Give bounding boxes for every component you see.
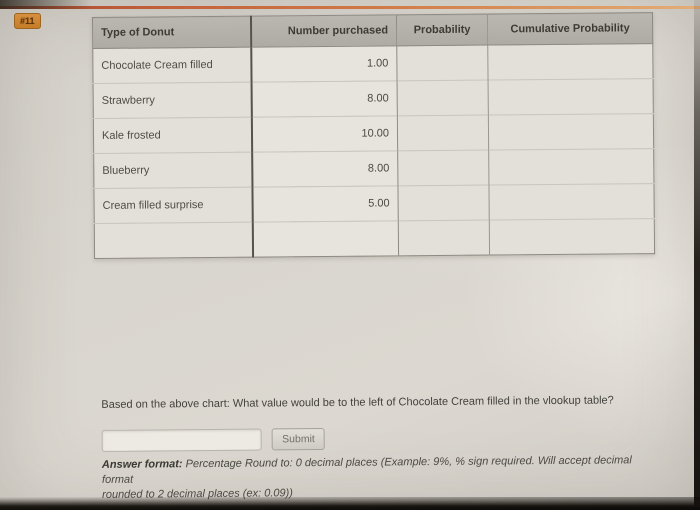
cell-number: 5.00: [251, 185, 399, 223]
photo-edge-right: [694, 0, 700, 510]
cell-number: 1.00: [250, 45, 398, 83]
cell-cumulative: [488, 78, 654, 116]
cell-cumulative: [488, 148, 654, 186]
cell-probability: [397, 185, 490, 221]
answer-row: Submit: [101, 427, 325, 452]
photo-shadow-topleft: [0, 0, 92, 9]
cell-type: Kale frosted: [93, 117, 252, 154]
table-row: Chocolate Cream filled 1.00: [92, 43, 654, 84]
cell-number: 10.00: [251, 115, 398, 153]
cell-probability: [397, 115, 489, 151]
answer-input[interactable]: [101, 428, 262, 452]
cell-type: Strawberry: [93, 82, 252, 119]
cell-probability: [397, 80, 489, 116]
cell-type: Blueberry: [93, 152, 252, 189]
question-text: Based on the above chart: What value wou…: [101, 394, 614, 411]
top-accent-line: [0, 6, 700, 9]
cell-type: Cream filled surprise: [93, 187, 253, 224]
table-header-row: Type of Donut Number purchased Probabili…: [92, 12, 653, 49]
table-row: Cream filled surprise 5.00: [93, 183, 655, 224]
column-header-probability: Probability: [396, 14, 488, 46]
answer-format-note: Answer format: Percentage Round to: 0 de…: [102, 453, 662, 503]
answer-format-label: Answer format:: [101, 458, 183, 471]
column-header-number-purchased: Number purchased: [250, 14, 397, 48]
cell-probability: [396, 45, 489, 81]
answer-format-line1: Answer format: Percentage Round to: 0 de…: [102, 453, 662, 488]
cell-type: [94, 222, 253, 259]
table-row-empty: [94, 218, 655, 259]
donut-table: Type of Donut Number purchased Probabili…: [91, 12, 656, 259]
cell-cumulative: [489, 218, 655, 256]
photo-edge-bottom: [0, 497, 700, 510]
cell-type: Chocolate Cream filled: [92, 47, 252, 84]
cell-number: 8.00: [251, 80, 398, 118]
column-header-type-of-donut: Type of Donut: [92, 16, 251, 49]
table-row: Blueberry 8.00: [93, 148, 654, 189]
cell-number: 8.00: [251, 150, 398, 188]
cell-cumulative: [487, 43, 654, 81]
cell-cumulative: [488, 183, 655, 221]
table-row: Kale frosted 10.00: [93, 113, 654, 154]
submit-button[interactable]: Submit: [272, 427, 325, 451]
cell-probability: [398, 220, 490, 256]
column-header-cumulative-probability: Cumulative Probability: [487, 12, 653, 46]
cell-cumulative: [488, 113, 654, 151]
cell-number: [252, 220, 399, 258]
table-row: Strawberry 8.00: [93, 78, 654, 119]
cell-probability: [397, 150, 489, 186]
question-number-badge: #11: [14, 13, 41, 29]
